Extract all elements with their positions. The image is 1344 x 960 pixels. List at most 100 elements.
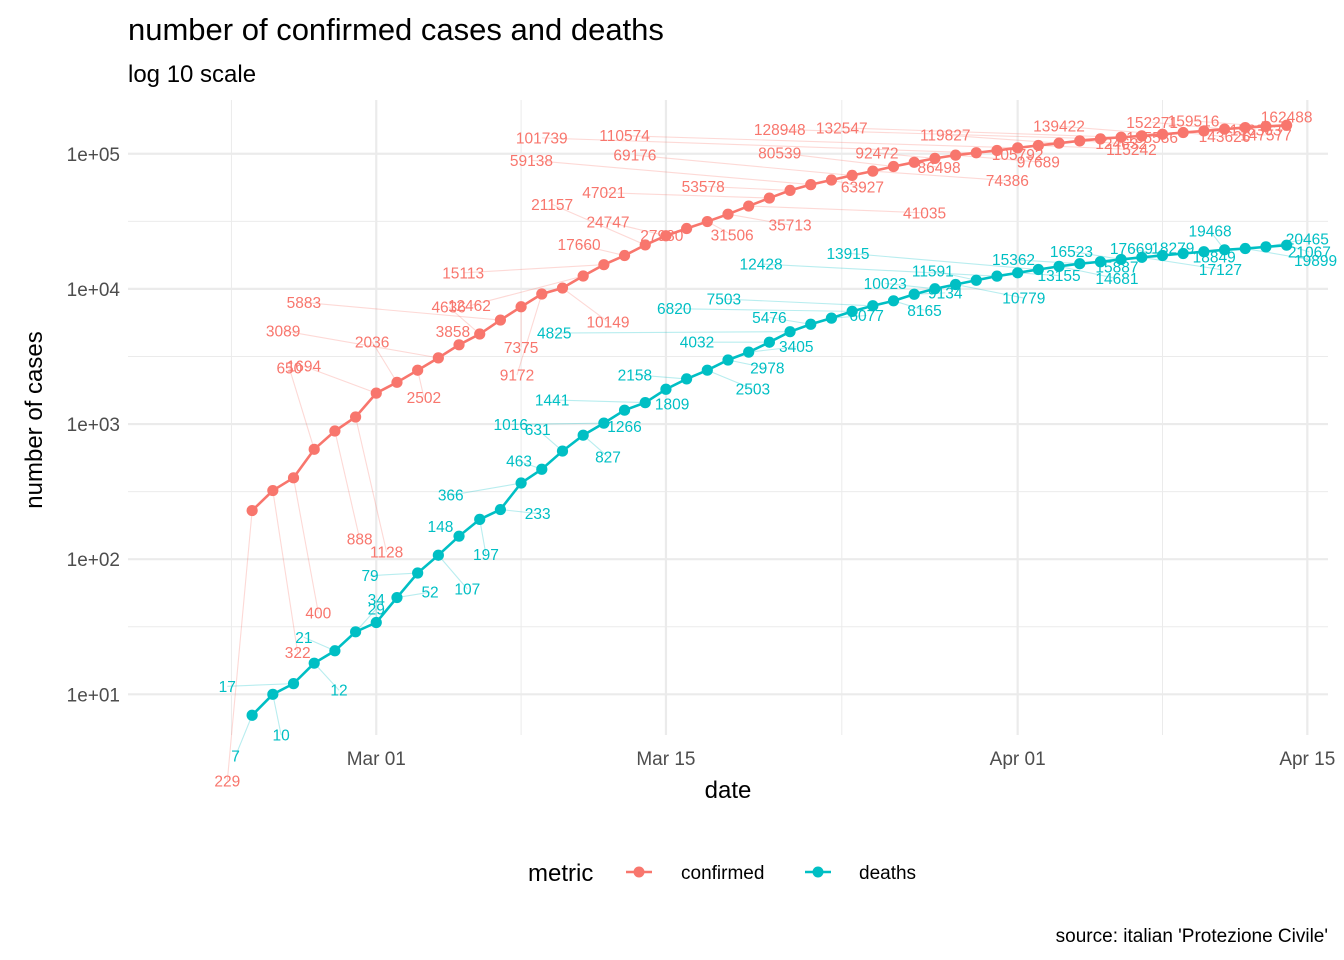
data-label-deaths: 10779 bbox=[1002, 291, 1045, 308]
data-point-confirmed bbox=[660, 230, 672, 242]
data-point-confirmed bbox=[1156, 128, 1169, 140]
data-label-confirmed: 105792 bbox=[992, 147, 1044, 164]
grid bbox=[128, 100, 1328, 735]
data-point-confirmed bbox=[639, 239, 651, 251]
data-point-deaths bbox=[308, 657, 320, 669]
data-point-confirmed bbox=[784, 184, 796, 196]
data-point-confirmed bbox=[867, 165, 879, 177]
data-label-confirmed: 21157 bbox=[531, 197, 573, 214]
data-point-confirmed bbox=[267, 484, 279, 497]
data-point-confirmed bbox=[1177, 126, 1189, 139]
y-tick-label: 1e+04 bbox=[67, 280, 121, 301]
data-point-deaths bbox=[1032, 263, 1044, 276]
label-connector-deaths bbox=[727, 359, 768, 369]
label-connector-confirmed bbox=[355, 416, 388, 553]
label-connector-confirmed bbox=[748, 205, 925, 214]
label-connector-confirmed bbox=[334, 430, 361, 540]
y-tick-label: 1e+01 bbox=[67, 685, 120, 706]
data-point-confirmed bbox=[329, 425, 341, 437]
data-point-confirmed bbox=[618, 249, 631, 262]
data-label-deaths: 4825 bbox=[537, 326, 571, 343]
data-label-deaths: 34 bbox=[368, 592, 386, 609]
data-point-confirmed bbox=[391, 376, 403, 388]
label-connector-deaths bbox=[500, 508, 538, 515]
data-point-deaths bbox=[970, 274, 982, 286]
data-point-confirmed bbox=[1218, 123, 1231, 135]
data-label-confirmed: 7375 bbox=[504, 340, 538, 357]
data-point-deaths bbox=[929, 283, 941, 295]
data-label-confirmed: 15113 bbox=[442, 265, 484, 282]
data-point-confirmed bbox=[370, 387, 382, 399]
label-connector-deaths bbox=[723, 298, 873, 307]
data-point-deaths bbox=[267, 688, 279, 700]
data-point-confirmed bbox=[432, 352, 444, 364]
data-point-deaths bbox=[412, 567, 424, 579]
label-connector-confirmed bbox=[607, 221, 667, 237]
data-label-deaths: 17 bbox=[219, 679, 236, 696]
label-connector-confirmed bbox=[1193, 120, 1266, 127]
data-label-deaths: 233 bbox=[525, 506, 551, 523]
data-label-confirmed: 322 bbox=[285, 645, 311, 662]
data-point-deaths bbox=[577, 429, 589, 441]
data-label-deaths: 631 bbox=[525, 422, 551, 439]
label-connector-confirmed bbox=[448, 306, 481, 335]
data-label-confirmed: 143626 bbox=[1199, 129, 1251, 146]
label-connector-confirmed bbox=[516, 293, 543, 376]
data-label-deaths: 10 bbox=[272, 727, 290, 744]
data-point-confirmed bbox=[1281, 119, 1293, 131]
data-point-deaths bbox=[1177, 247, 1189, 260]
data-label-deaths: 21067 bbox=[1288, 244, 1331, 261]
data-label-deaths: 5476 bbox=[752, 310, 786, 327]
data-label-deaths: 13155 bbox=[1037, 268, 1080, 285]
data-point-deaths bbox=[246, 709, 258, 721]
data-label-confirmed: 124632 bbox=[1095, 136, 1147, 153]
data-label-confirmed: 4636 bbox=[431, 300, 465, 317]
data-point-confirmed bbox=[577, 270, 589, 282]
data-point-confirmed bbox=[1198, 125, 1210, 137]
data-label-deaths: 197 bbox=[473, 547, 499, 564]
data-label-deaths: 8165 bbox=[907, 303, 941, 320]
data-point-confirmed bbox=[846, 169, 858, 182]
data-point-deaths bbox=[494, 503, 507, 516]
label-connector-deaths bbox=[552, 399, 646, 404]
data-label-deaths: 16523 bbox=[1050, 244, 1093, 261]
data-point-deaths bbox=[805, 318, 817, 330]
data-label-deaths: 1441 bbox=[535, 392, 569, 409]
data-label-deaths: 21 bbox=[295, 630, 312, 647]
label-connector-deaths bbox=[1141, 256, 1221, 271]
data-label-confirmed: 27980 bbox=[640, 228, 683, 245]
data-point-deaths bbox=[701, 364, 713, 376]
data-point-deaths bbox=[1136, 251, 1148, 263]
data-point-confirmed bbox=[308, 443, 320, 455]
chart-caption: source: italian 'Protezione Civile' bbox=[1056, 926, 1328, 947]
label-connector-confirmed bbox=[603, 192, 770, 199]
label-connector-deaths bbox=[1013, 259, 1080, 265]
data-point-confirmed bbox=[722, 208, 734, 220]
label-connector-confirmed bbox=[226, 510, 253, 781]
data-label-deaths: 52 bbox=[421, 585, 438, 602]
data-point-confirmed bbox=[929, 152, 941, 164]
data-points bbox=[246, 119, 1293, 721]
label-connector-deaths bbox=[748, 346, 797, 353]
data-label-confirmed: 400 bbox=[305, 605, 331, 622]
data-label-deaths: 2503 bbox=[736, 382, 770, 399]
x-tick-label: Apr 01 bbox=[990, 749, 1046, 770]
data-label-confirmed: 9172 bbox=[500, 368, 534, 385]
label-connector-confirmed bbox=[872, 170, 1008, 182]
label-connector-deaths bbox=[303, 636, 336, 652]
data-label-deaths: 11591 bbox=[912, 263, 954, 280]
data-point-confirmed bbox=[1012, 142, 1024, 154]
data-label-confirmed: 650 bbox=[276, 361, 302, 378]
data-label-deaths: 9134 bbox=[928, 285, 963, 302]
data-point-deaths bbox=[1281, 239, 1293, 251]
data-label-confirmed: 1694 bbox=[287, 359, 322, 376]
chart-subtitle: log 10 scale bbox=[128, 61, 256, 88]
data-point-confirmed bbox=[287, 472, 300, 484]
label-connector-confirmed bbox=[624, 135, 1018, 149]
data-label-deaths: 15362 bbox=[992, 252, 1035, 269]
data-label-confirmed: 5883 bbox=[287, 295, 321, 312]
data-label-deaths: 18279 bbox=[1151, 241, 1194, 258]
data-label-deaths: 15887 bbox=[1095, 260, 1138, 277]
data-point-deaths bbox=[825, 312, 838, 324]
